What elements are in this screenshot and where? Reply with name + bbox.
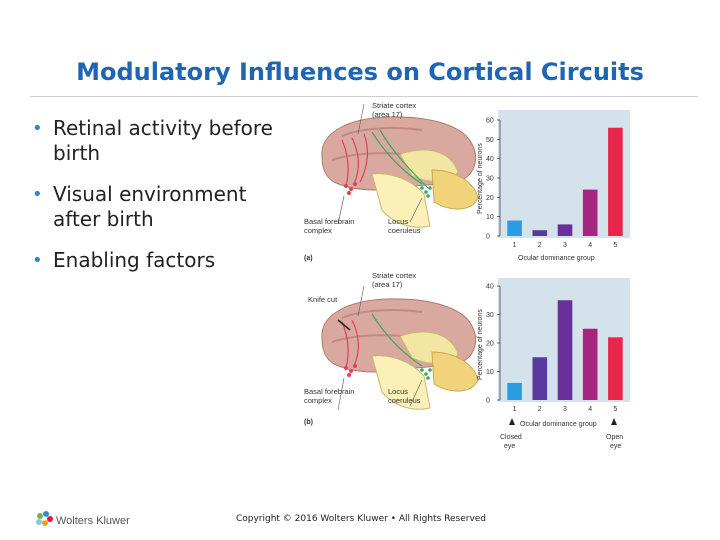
chart-b-x-tick-label: 3: [563, 406, 567, 413]
chart-b-x-tick-label: 5: [613, 406, 617, 413]
brain-illustration-a: [321, 103, 479, 228]
chart-b-bar: [557, 300, 573, 400]
bullet-item: • Visual environment after birth: [30, 182, 280, 232]
open-eye-arrow-icon: [611, 418, 617, 425]
label-open-eye: eye: [610, 443, 621, 450]
chart-a-xlabel: Ocular dominance group: [518, 255, 595, 262]
chart-a-bar: [557, 224, 573, 236]
wolters-kluwer-logo: Wolters Kluwer: [36, 511, 130, 527]
label-locus-a-2: coeruleus: [388, 226, 421, 235]
chart-b-y-tick-label: 0: [486, 398, 490, 405]
title-divider: [30, 96, 698, 97]
label-striate-cortex-a: Striate cortex: [372, 101, 416, 110]
label-striate-cortex-b: Striate cortex: [372, 271, 416, 280]
chart-a-y-tick-label: 0: [486, 234, 490, 241]
label-knife-cut: Knife cut: [308, 295, 338, 304]
chart-b-bar: [507, 382, 522, 400]
brand-name: Wolters Kluwer: [56, 515, 130, 527]
label-locus-b-1: Locus: [388, 387, 408, 396]
chart-b-xlabel: Ocular dominance group: [520, 421, 597, 428]
chart-b-x-tick-label: 1: [513, 406, 517, 413]
chart-b-ylabel: Percentage of neurons: [477, 309, 484, 380]
label-open: Open: [606, 434, 623, 441]
chart-a-y-tick-label: 60: [486, 118, 494, 125]
chart-a-y-tick-label: 30: [486, 176, 494, 183]
chart-a-x-tick-label: 5: [613, 242, 617, 249]
chart-a-bar: [532, 230, 548, 236]
panel-label-a: (a): [304, 255, 313, 262]
chart-a-bar: [507, 220, 522, 236]
label-closed-eye: eye: [504, 443, 515, 450]
bullet-text: Visual environment after birth: [53, 182, 247, 231]
bullet-item: • Retinal activity before birth: [30, 116, 280, 166]
chart-b-marks: 0 10 20 30 40 1 2 3 4 5: [486, 284, 623, 413]
chart-a-bar: [582, 189, 598, 236]
chart-b-y-tick-label: 40: [486, 284, 494, 291]
chart-a-x-tick-label: 3: [563, 242, 567, 249]
chart-b-x-tick-label: 2: [538, 406, 542, 413]
chart-a-x-tick-label: 1: [513, 242, 517, 249]
brain-illustration-b: [321, 285, 479, 411]
bullet-dot-icon: •: [32, 250, 43, 271]
label-locus-b-2: coeruleus: [388, 396, 421, 405]
chart-a-marks: 0 10 20 30 40 50 60 1 2 3 4 5: [486, 118, 623, 249]
label-locus-a-1: Locus: [388, 217, 408, 226]
panel-label-b: (b): [304, 419, 313, 426]
chart-a-bar: [608, 127, 623, 236]
copyright-notice: Copyright © 2016 Wolters Kluwer • All Ri…: [235, 514, 487, 524]
chart-b-y-tick-label: 10: [486, 369, 494, 376]
bullet-dot-icon: •: [32, 184, 43, 205]
chart-a-x-tick-label: 4: [588, 242, 592, 249]
chart-b-bar: [532, 357, 548, 400]
chart-b: 0 10 20 30 40 1 2 3 4 5 Percentage of neurons Ocu…: [477, 278, 630, 450]
chart-b-x-tick-label: 4: [588, 406, 592, 413]
chart-a-y-tick-label: 40: [486, 156, 494, 163]
bullet-text: Enabling factors: [53, 248, 216, 272]
bullet-dot-icon: •: [32, 118, 43, 139]
slide-title: Modulatory Influences on Cortical Circui…: [76, 58, 644, 86]
chart-a-y-tick-label: 10: [486, 214, 494, 221]
closed-eye-arrow-icon: [509, 418, 515, 425]
chart-a: 0 10 20 30 40 50 60 1 2 3 4 5 Percentage of neurons…: [477, 110, 630, 262]
label-closed: Closed: [500, 434, 522, 441]
label-basal-a-1: Basal forebrain: [304, 217, 354, 226]
chart-b-y-tick-label: 20: [486, 341, 494, 348]
chart-b-bar: [608, 337, 623, 400]
label-area-b: (area 17): [372, 280, 403, 289]
label-basal-b-1: Basal forebrain: [304, 387, 354, 396]
bullet-text: Retinal activity before birth: [53, 116, 273, 165]
label-area-a: (area 17): [372, 110, 403, 119]
chart-a-y-tick-label: 50: [486, 137, 494, 144]
chart-b-y-tick-label: 30: [486, 312, 494, 319]
chart-a-ylabel: Percentage of neurons: [477, 143, 484, 214]
bullet-list: • Retinal activity before birth • Visual e…: [30, 116, 280, 289]
chart-a-background: [498, 110, 630, 238]
chart-a-y-tick-label: 20: [486, 195, 494, 202]
bullet-item: • Enabling factors: [30, 248, 280, 273]
chart-a-x-tick-label: 2: [538, 242, 542, 249]
footer-logo: Wolters Kluwer: [36, 510, 146, 534]
chart-b-bar: [582, 328, 598, 400]
label-basal-a-2: complex: [304, 226, 332, 235]
label-basal-b-2: complex: [304, 396, 332, 405]
logo-mark-icon: [36, 511, 53, 526]
figure: Striate cortex (area 17) Basal forebrain…: [304, 101, 630, 450]
